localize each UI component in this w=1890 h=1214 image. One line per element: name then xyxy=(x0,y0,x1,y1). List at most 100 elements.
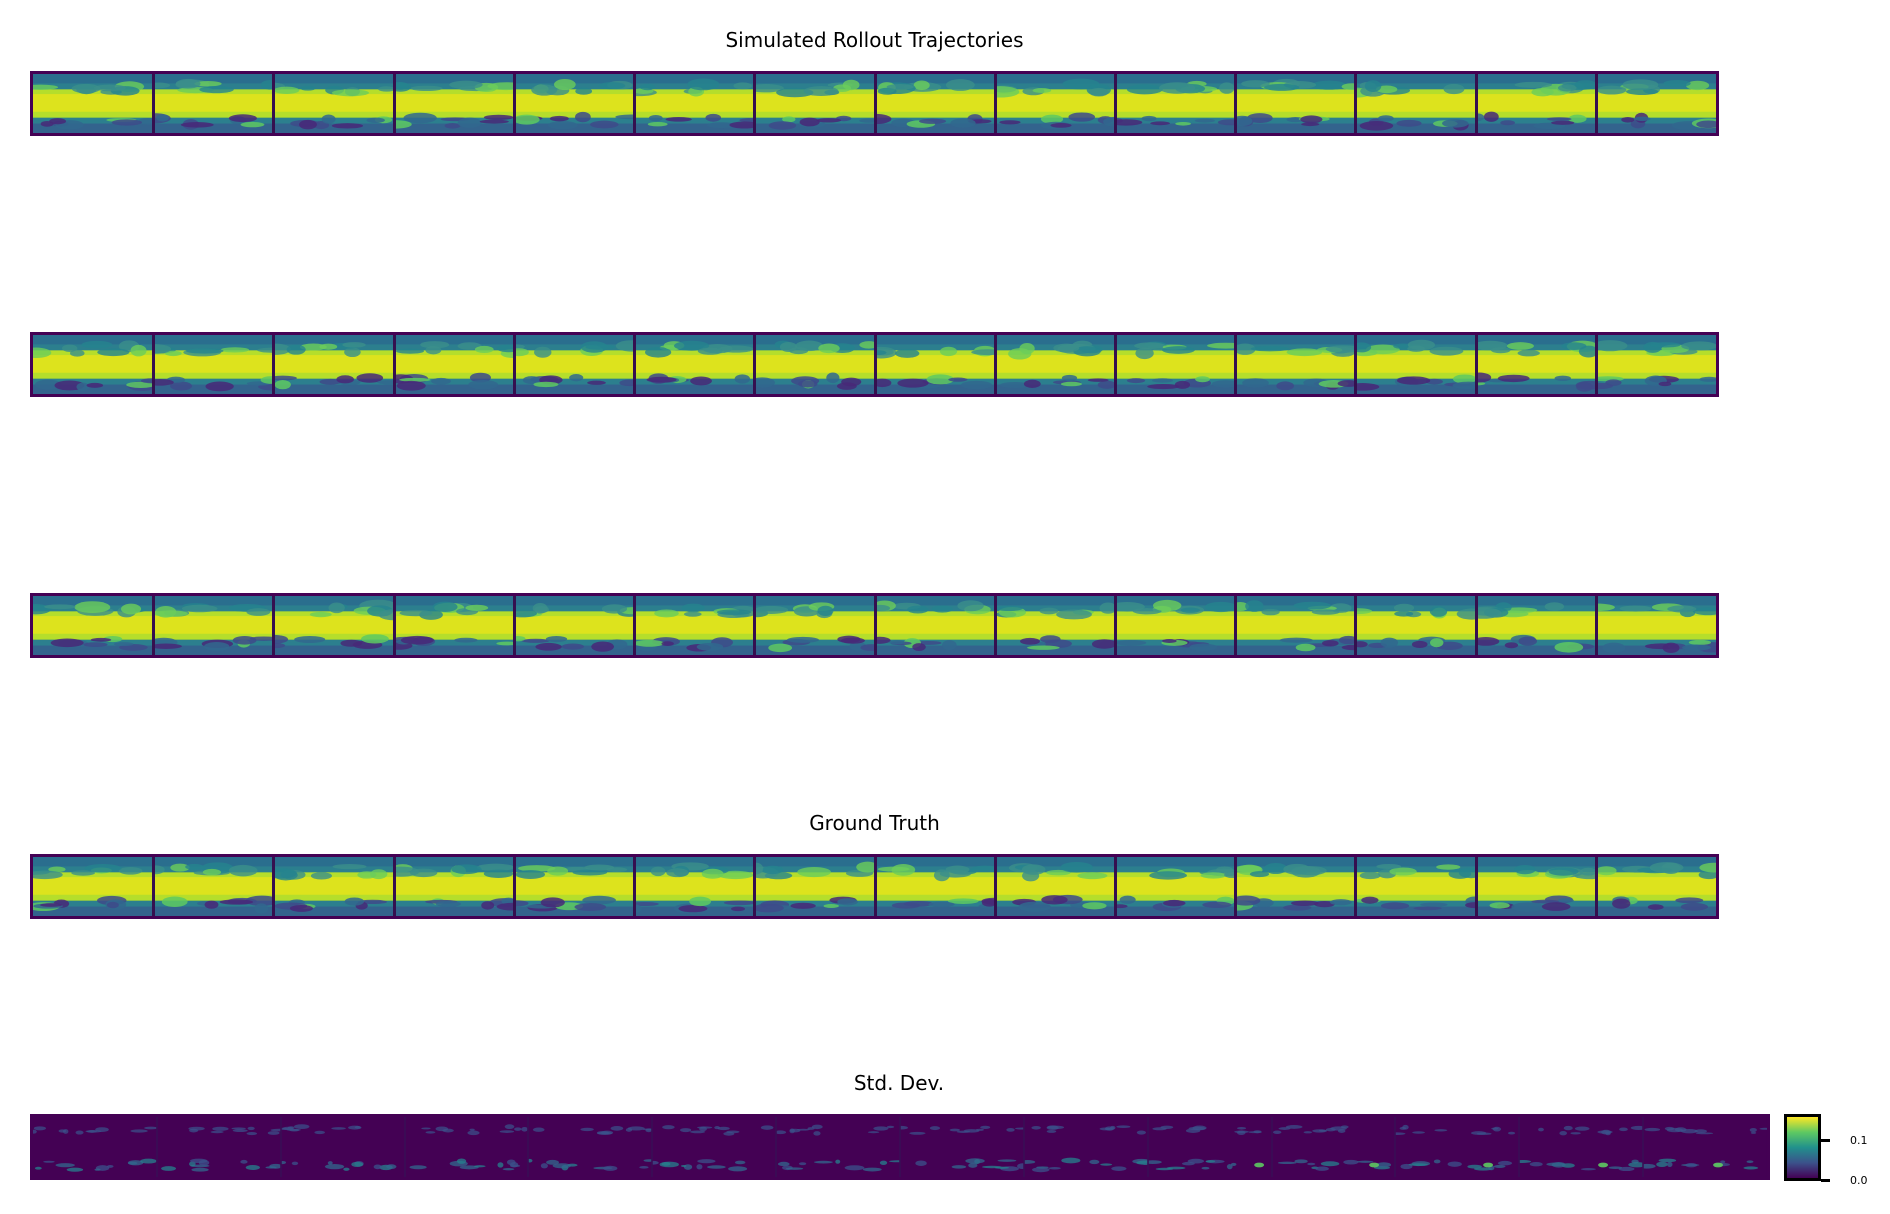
frame-panel xyxy=(874,335,995,394)
frame-divider xyxy=(272,857,276,916)
frame-divider xyxy=(651,1117,654,1177)
frame-divider xyxy=(1270,1117,1273,1177)
frame-panel xyxy=(652,1117,777,1177)
frame-panel xyxy=(1475,596,1596,655)
frame-panel xyxy=(528,1117,653,1177)
frame-panel xyxy=(1475,335,1596,394)
frame-panel xyxy=(404,1117,529,1177)
frame-divider xyxy=(993,857,997,916)
frame-panel xyxy=(513,857,635,916)
frame-divider xyxy=(392,857,396,916)
frame-panel xyxy=(1235,335,1356,394)
frame-divider xyxy=(279,1117,282,1177)
ground-truth-title: Ground Truth xyxy=(809,811,940,835)
frame-divider xyxy=(633,857,637,916)
frame-divider xyxy=(899,1117,901,1177)
frame-divider xyxy=(155,1117,158,1177)
frame-panel xyxy=(900,1117,1024,1177)
frame-divider xyxy=(512,74,516,133)
frame-panel xyxy=(273,335,394,394)
frame-divider xyxy=(1354,335,1358,394)
frame-panel xyxy=(1114,857,1236,916)
colorbar-tick-bottom xyxy=(1821,1179,1830,1182)
colorbar xyxy=(1784,1114,1821,1181)
frame-divider xyxy=(152,596,156,655)
frame-panel xyxy=(1235,74,1356,133)
frame-panel xyxy=(1235,857,1356,916)
frame-divider xyxy=(1113,74,1117,133)
frame-panel xyxy=(393,74,514,133)
frame-panel xyxy=(776,1117,900,1177)
frame-panel xyxy=(273,857,394,916)
frame-panel xyxy=(1475,857,1596,916)
frame-panel xyxy=(393,596,514,655)
frame-panel xyxy=(754,857,875,916)
frame-divider xyxy=(1594,74,1598,133)
frame-panel xyxy=(874,596,995,655)
frame-divider xyxy=(1354,596,1358,655)
frame-panel xyxy=(393,857,514,916)
frame-panel xyxy=(994,74,1115,133)
frame-divider xyxy=(1234,335,1238,394)
frame-divider xyxy=(1394,1117,1397,1177)
frame-panel xyxy=(754,74,875,133)
frame-panel xyxy=(874,857,995,916)
frame-panel xyxy=(1475,74,1596,133)
frame-panel xyxy=(754,335,875,394)
frame-panel xyxy=(1595,857,1716,916)
frame-divider xyxy=(392,596,396,655)
frame-panel xyxy=(156,1117,281,1177)
frame-divider xyxy=(873,857,877,916)
frame-divider xyxy=(1234,596,1238,655)
frame-panel xyxy=(153,74,274,133)
frame-divider xyxy=(512,857,516,916)
frame-panel xyxy=(1355,857,1476,916)
frame-panel xyxy=(1595,335,1716,394)
frame-panel xyxy=(874,74,995,133)
frame-panel xyxy=(33,1117,157,1177)
frame-panel xyxy=(754,596,875,655)
frame-divider xyxy=(1354,74,1358,133)
rollout-strip-2 xyxy=(30,332,1719,397)
frame-divider xyxy=(1594,335,1598,394)
frame-divider xyxy=(633,335,637,394)
rollout-strip-3 xyxy=(30,593,1719,658)
frame-divider xyxy=(1474,335,1478,394)
frame-panel xyxy=(1643,1117,1767,1177)
rollout-strip-1 xyxy=(30,71,1719,136)
frame-divider xyxy=(152,335,156,394)
colorbar-tick-top xyxy=(1821,1139,1830,1142)
frame-divider xyxy=(272,74,276,133)
simulated-title: Simulated Rollout Trajectories xyxy=(725,28,1024,52)
frame-divider xyxy=(272,596,276,655)
frame-panel xyxy=(280,1117,405,1177)
frame-panel xyxy=(634,596,755,655)
frame-divider xyxy=(753,857,757,916)
frame-panel xyxy=(1114,596,1236,655)
frame-panel xyxy=(273,74,394,133)
frame-divider xyxy=(1022,1117,1025,1177)
frame-panel xyxy=(994,596,1115,655)
frame-divider xyxy=(1354,857,1358,916)
frame-panel xyxy=(994,857,1115,916)
frame-divider xyxy=(152,857,156,916)
frame-divider xyxy=(1234,857,1238,916)
frame-panel xyxy=(33,74,154,133)
frame-divider xyxy=(152,74,156,133)
frame-panel xyxy=(1271,1117,1396,1177)
frame-divider xyxy=(753,335,757,394)
frame-divider xyxy=(633,596,637,655)
frame-panel xyxy=(33,857,154,916)
frame-panel xyxy=(1355,596,1476,655)
frame-panel xyxy=(1235,596,1356,655)
frame-divider xyxy=(272,335,276,394)
frame-panel xyxy=(634,857,755,916)
frame-panel xyxy=(1147,1117,1272,1177)
frame-divider xyxy=(527,1117,530,1177)
colorbar-tick-label-0.1: 0.1 xyxy=(1850,1134,1868,1147)
frame-divider xyxy=(1474,74,1478,133)
frame-divider xyxy=(753,74,757,133)
frame-panel xyxy=(1355,335,1476,394)
ground-truth-strip xyxy=(30,854,1719,919)
frame-panel xyxy=(513,596,635,655)
